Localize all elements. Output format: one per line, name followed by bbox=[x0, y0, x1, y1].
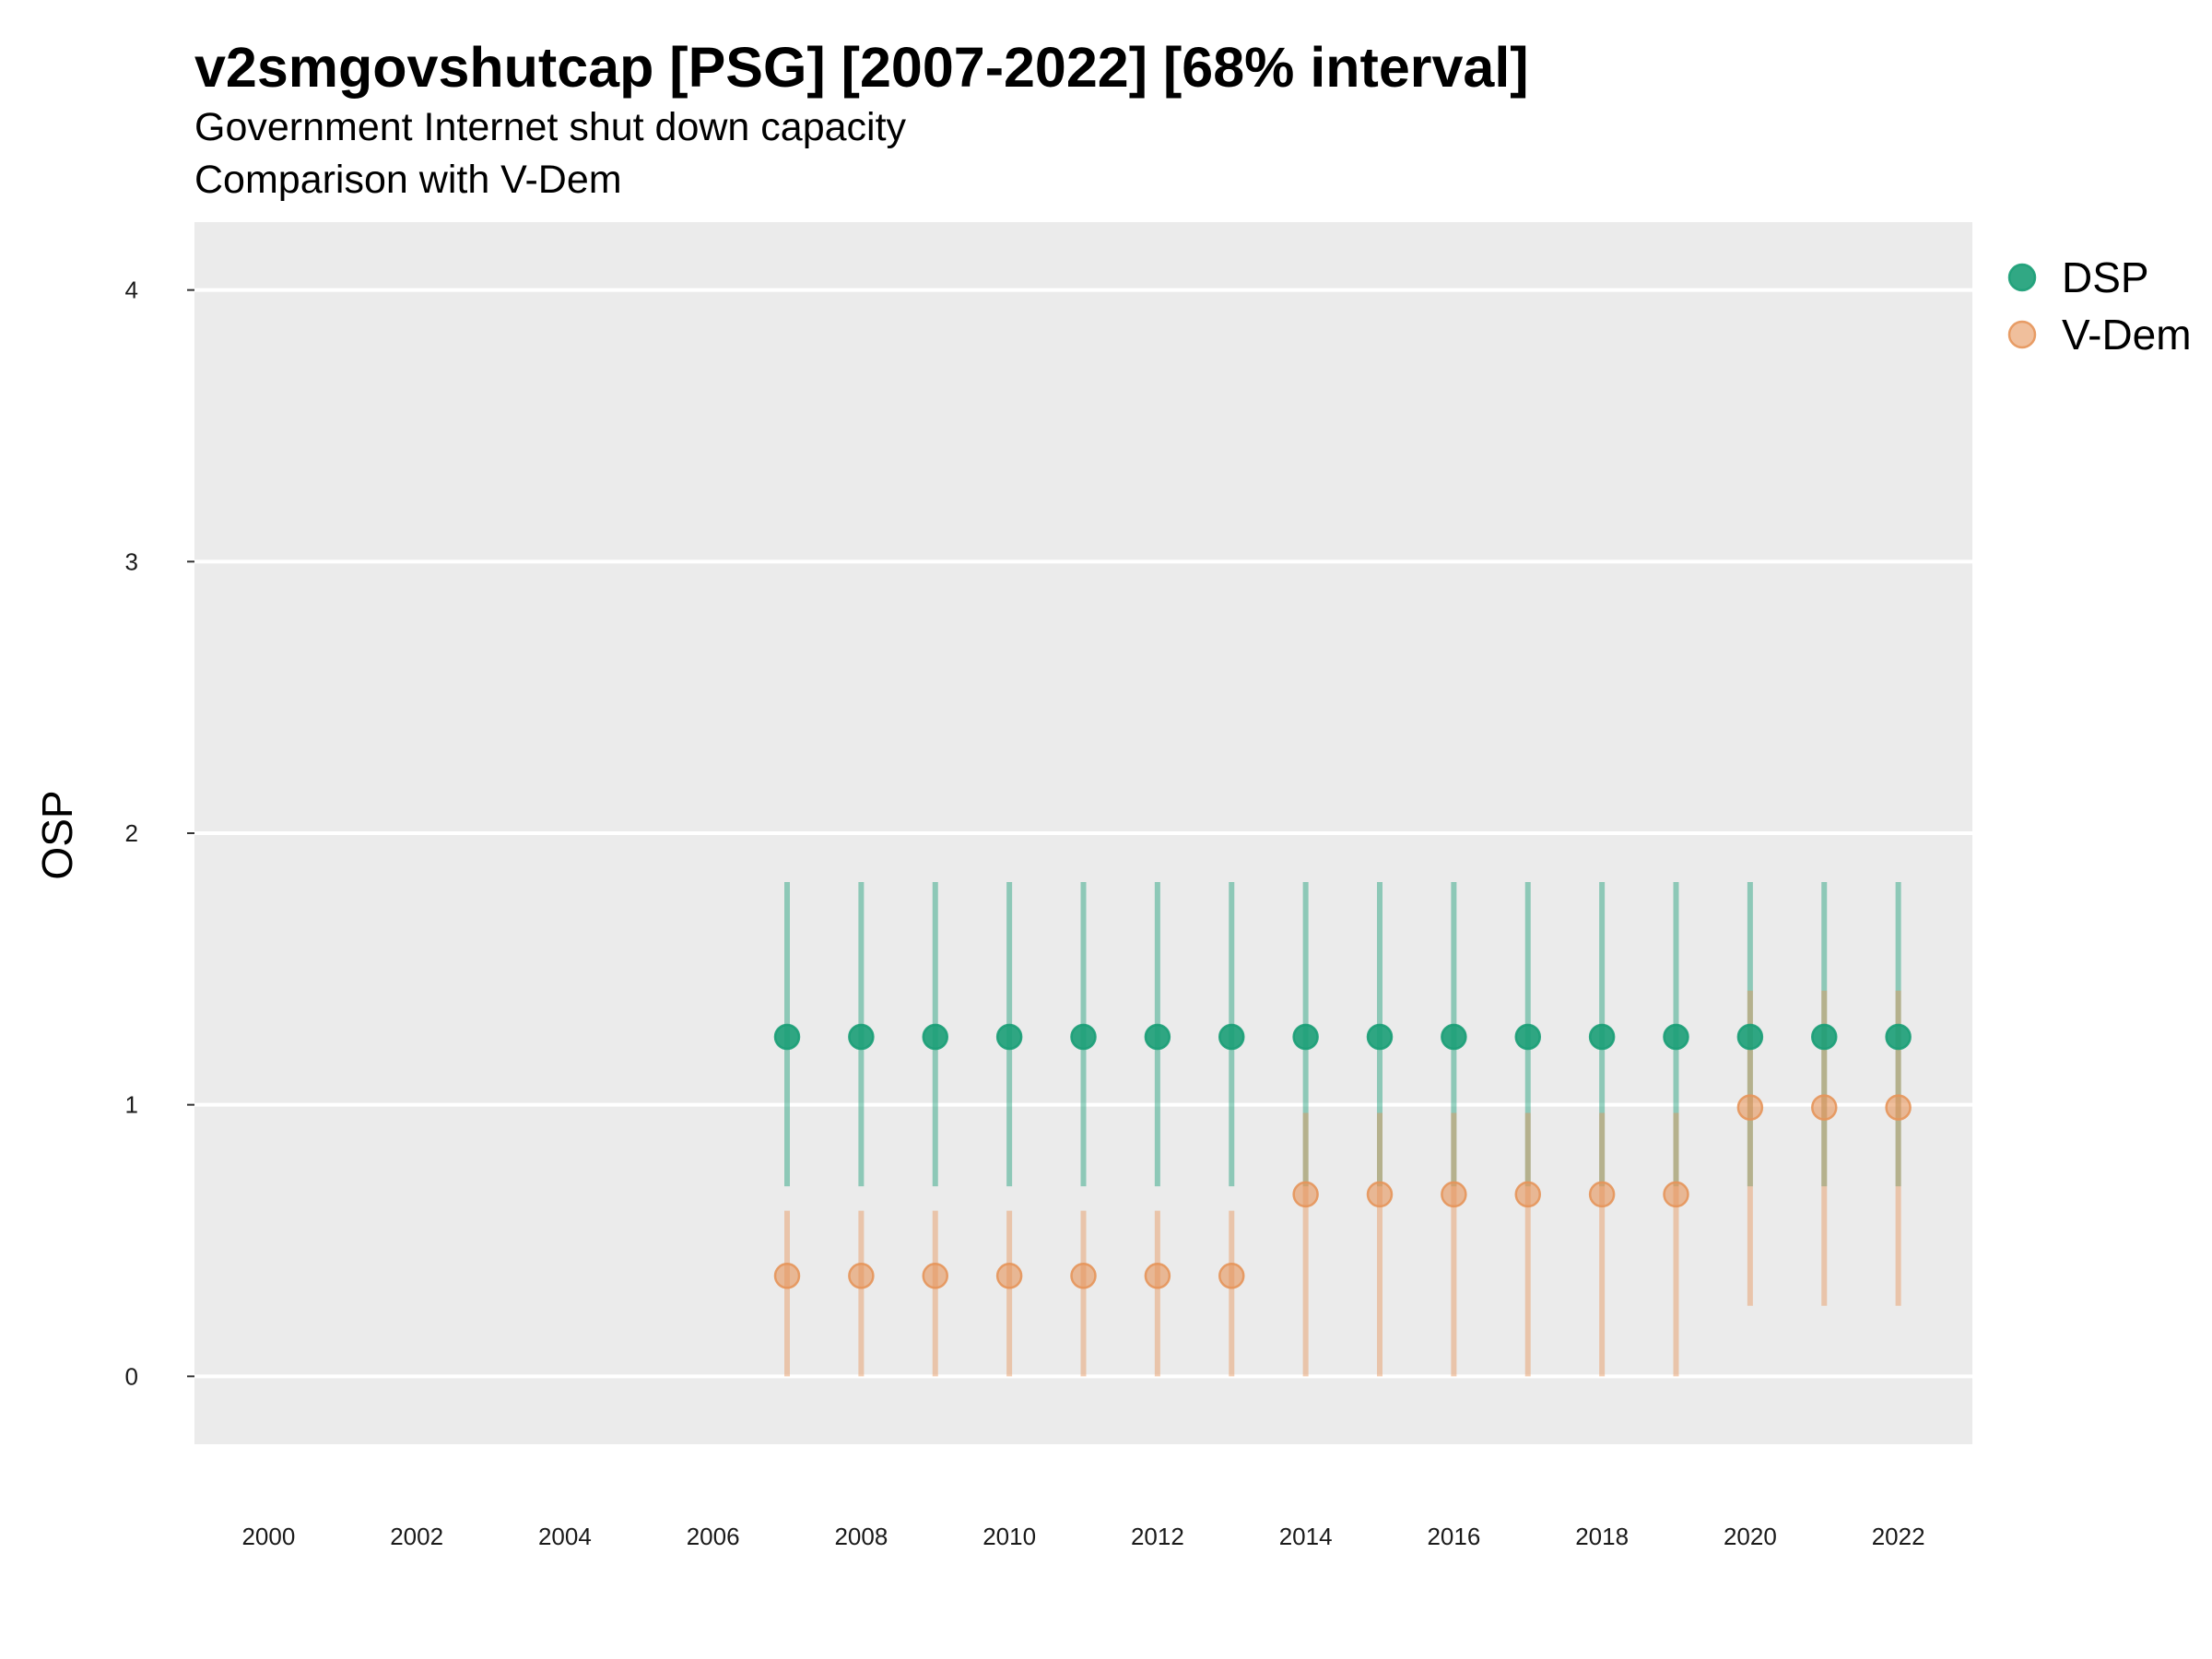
x-tick-label: 2002 bbox=[390, 1523, 443, 1550]
legend-key-dsp bbox=[2007, 263, 2037, 292]
x-tick-label: 2018 bbox=[1575, 1523, 1629, 1550]
dsp-point bbox=[1514, 1023, 1541, 1051]
x-tick-label: 2004 bbox=[538, 1523, 592, 1550]
x-tick-label: 2016 bbox=[1427, 1523, 1480, 1550]
vdem-point bbox=[1514, 1181, 1541, 1208]
dsp-point bbox=[773, 1023, 801, 1051]
x-tick-label: 2000 bbox=[241, 1523, 295, 1550]
x-tick-label: 2010 bbox=[982, 1523, 1036, 1550]
vdem-point bbox=[1885, 1094, 1912, 1121]
dsp-point bbox=[1588, 1023, 1616, 1051]
vdem-point bbox=[1144, 1263, 1171, 1289]
dsp-point bbox=[848, 1023, 875, 1051]
vdem-point bbox=[848, 1263, 875, 1289]
vdem-point bbox=[1070, 1263, 1097, 1289]
legend-label-dsp: DSP bbox=[2062, 253, 2149, 301]
chart-title: v2smgovshutcap [PSG] [2007-2022] [68% in… bbox=[194, 36, 1529, 99]
point-layer bbox=[773, 1023, 1912, 1289]
vdem-point bbox=[922, 1263, 948, 1289]
vdem-point bbox=[1663, 1181, 1689, 1208]
chart-subtitle: Government Internet shut down capacity bbox=[194, 105, 907, 149]
x-tick-label: 2008 bbox=[834, 1523, 888, 1550]
x-tick-label: 2020 bbox=[1724, 1523, 1777, 1550]
vdem-point bbox=[1218, 1263, 1245, 1289]
dsp-point bbox=[1144, 1023, 1171, 1051]
dsp-point bbox=[1441, 1023, 1467, 1051]
y-tick-label: 3 bbox=[125, 547, 138, 575]
legend-label-vdem: V-Dem bbox=[2062, 311, 2192, 359]
dsp-point bbox=[922, 1023, 948, 1051]
legend: DSP V-Dem bbox=[2007, 253, 2192, 359]
x-tick-label: 2012 bbox=[1131, 1523, 1184, 1550]
x-tick-label: 2022 bbox=[1872, 1523, 1925, 1550]
y-axis-label: OSP bbox=[33, 790, 81, 879]
x-tick-label: 2006 bbox=[687, 1523, 740, 1550]
dsp-point bbox=[1811, 1023, 1838, 1051]
x-axis: 2000 2002 2004 2006 2008 2010 2012 2014 2016 2018… bbox=[241, 1523, 1924, 1550]
y-axis: 0 1 2 3 4 bbox=[125, 276, 194, 1390]
vdem-point bbox=[995, 1263, 1023, 1289]
legend-key-vdem bbox=[2007, 320, 2037, 349]
dsp-point bbox=[1218, 1023, 1245, 1051]
dsp-point bbox=[1736, 1023, 1764, 1051]
vdem-point bbox=[1441, 1181, 1467, 1208]
vdem-point bbox=[773, 1263, 801, 1289]
y-tick-label: 0 bbox=[125, 1362, 138, 1390]
dsp-point bbox=[995, 1023, 1023, 1051]
vdem-point bbox=[1292, 1181, 1319, 1208]
x-tick-label: 2014 bbox=[1279, 1523, 1333, 1550]
y-tick-label: 1 bbox=[125, 1091, 138, 1119]
dsp-point bbox=[1885, 1023, 1912, 1051]
y-tick-label: 2 bbox=[125, 819, 138, 847]
y-tick-label: 4 bbox=[125, 276, 138, 304]
vdem-point bbox=[1588, 1181, 1616, 1208]
vdem-point bbox=[1366, 1181, 1394, 1208]
dsp-point bbox=[1292, 1023, 1319, 1051]
dsp-point bbox=[1663, 1023, 1689, 1051]
dsp-point bbox=[1070, 1023, 1097, 1051]
chart-subtitle: Comparison with V-Dem bbox=[194, 158, 622, 202]
vdem-point bbox=[1736, 1094, 1764, 1121]
dsp-point bbox=[1366, 1023, 1394, 1051]
vdem-point bbox=[1811, 1094, 1838, 1121]
grid-lines bbox=[194, 288, 1972, 1379]
